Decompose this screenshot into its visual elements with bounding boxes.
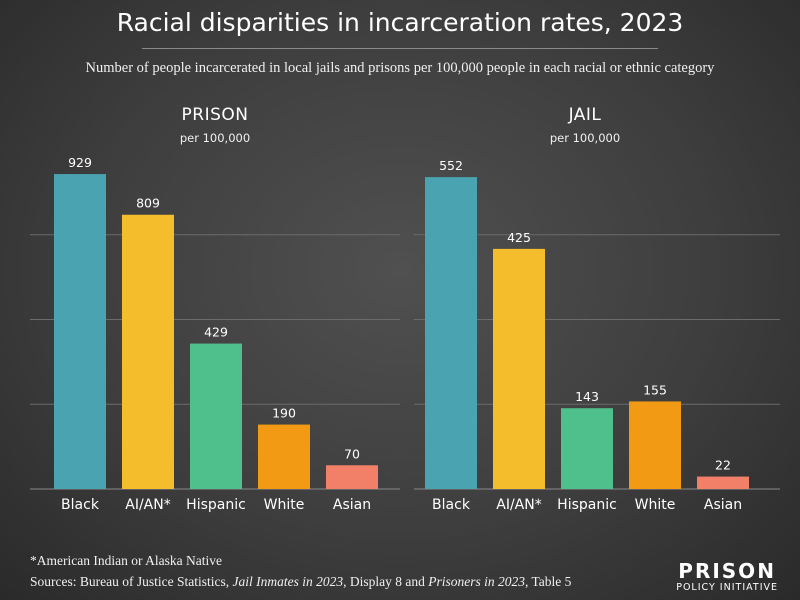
prison-value-label: 929 (68, 155, 92, 170)
prison-value-label: 70 (344, 446, 360, 461)
logo-line-2: POLICY INITIATIVE (676, 582, 778, 593)
sources-prefix: Sources: Bureau of Justice Statistics, (30, 574, 233, 589)
jail-bar-asian (697, 476, 749, 489)
prison-value-label: 429 (204, 325, 228, 340)
prison-bar-aian (122, 214, 174, 489)
sources-mid: , Display 8 and (343, 574, 429, 589)
jail-category-label: White (635, 497, 676, 513)
jail-value-label: 552 (439, 158, 463, 173)
prison-bar-white (258, 424, 310, 489)
jail-category-label: Asian (704, 497, 742, 513)
source-prisoners: Prisoners in 2023 (428, 574, 525, 589)
prison-category-label: Asian (333, 497, 371, 513)
prison-policy-initiative-logo: PRISON POLICY INITIATIVE (676, 560, 778, 594)
logo-line-1: PRISON (678, 559, 776, 583)
jail-category-label: Hispanic (557, 497, 617, 513)
jail-chart: 552 Black 425 AI/AN* 143 Hispanic 155 White 22 As… (414, 158, 780, 513)
prison-category-label: AI/AN* (125, 497, 170, 513)
jail-value-label: 425 (507, 230, 531, 245)
jail-value-label: 155 (643, 382, 667, 397)
jail-value-label: 22 (715, 458, 731, 473)
jail-bar-black (425, 177, 477, 489)
prison-bar-asian (326, 465, 378, 489)
sources-suffix: , Table 5 (524, 574, 572, 589)
jail-value-label: 143 (575, 389, 599, 404)
chart-subtitle: Number of people incarcerated in local j… (85, 60, 715, 76)
footnote: *American Indian or Alaska Native (30, 553, 222, 568)
prison-panel-subtitle: per 100,000 (179, 131, 251, 145)
jail-category-label: Black (432, 497, 471, 513)
prison-category-label: Black (61, 497, 100, 513)
sources: Sources: Bureau of Justice Statistics, J… (30, 574, 571, 590)
prison-value-label: 190 (272, 406, 296, 421)
jail-bar-white (629, 401, 681, 489)
jail-bar-hispanic (561, 408, 613, 489)
jail-category-label: AI/AN* (496, 497, 541, 513)
jail-panel-title: JAIL (568, 105, 602, 125)
chart-title: Racial disparities in incarceration rate… (116, 8, 684, 37)
prison-category-label: White (264, 497, 305, 513)
prison-bar-hispanic (190, 343, 242, 489)
prison-panel-title: PRISON (181, 105, 249, 125)
prison-value-label: 809 (136, 196, 160, 211)
prison-bar-black (54, 174, 106, 489)
prison-chart: 929 Black 809 AI/AN* 429 Hispanic 190 White 70 As… (30, 155, 400, 513)
jail-panel-subtitle: per 100,000 (549, 131, 621, 145)
title-divider (142, 48, 658, 49)
jail-bar-aian (493, 248, 545, 489)
prison-category-label: Hispanic (186, 497, 246, 513)
source-jail-inmates: Jail Inmates in 2023 (232, 574, 344, 589)
